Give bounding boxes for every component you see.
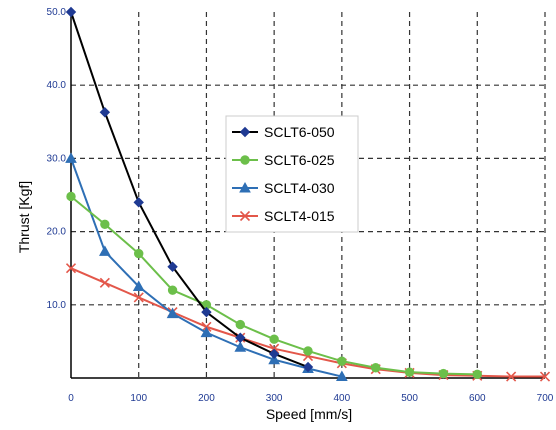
y-tick-label: 50.0 [47, 7, 67, 18]
x-axis-title: Speed [mm/s] [266, 406, 352, 422]
x-tick-label: 200 [198, 393, 215, 404]
data-point [240, 155, 250, 165]
legend-label: SCLT6-050 [264, 124, 335, 140]
series-line [70, 267, 545, 378]
y-tick-label: 10.0 [47, 300, 67, 311]
x-tick-label: 600 [469, 393, 486, 404]
data-point [66, 191, 76, 202]
data-point [134, 248, 144, 259]
data-point [166, 307, 179, 319]
data-point [133, 197, 144, 208]
data-point [201, 306, 212, 318]
data-point [133, 292, 144, 303]
y-tick-label: 20.0 [47, 227, 67, 238]
data-point [65, 263, 77, 274]
data-point-stroke [133, 292, 144, 303]
data-point [235, 332, 246, 343]
series-sclt6-025 [66, 191, 482, 380]
x-tick-label: 300 [266, 393, 283, 404]
data-point [472, 369, 482, 380]
data-point [506, 371, 517, 382]
data-point [302, 361, 314, 373]
legend-item: SCLT6-025 [232, 152, 335, 168]
data-point [268, 353, 280, 365]
legend-label: SCLT4-030 [264, 180, 335, 196]
x-tick-label: 500 [401, 393, 418, 404]
data-point [239, 181, 251, 193]
data-point [438, 368, 449, 379]
data-point [539, 371, 551, 382]
series-sclt4-030 [65, 152, 348, 382]
series-line [70, 11, 309, 368]
legend: SCLT6-050 SCLT6-025 SCLT4-030 SCLT4-015 [225, 115, 359, 233]
series-sclt6-050 [65, 6, 314, 373]
x-tick-label: 400 [334, 393, 351, 404]
y-tick-label: 30.0 [47, 153, 67, 164]
data-point-stroke [539, 371, 551, 382]
data-point [99, 245, 111, 256]
data-point [303, 346, 313, 356]
data-point-stroke [239, 210, 251, 222]
legend-item: SCLT4-030 [232, 180, 335, 196]
data-point-stroke [65, 263, 77, 274]
series-layer [65, 6, 551, 382]
data-point [337, 356, 347, 366]
legend-item: SCLT6-050 [232, 124, 335, 140]
y-axis-title: Thrust [Kgf] [16, 181, 32, 253]
data-point [239, 210, 251, 222]
y-tick-label: 40.0 [47, 80, 67, 91]
data-point [268, 348, 280, 360]
data-point [235, 319, 245, 330]
data-point [404, 367, 415, 377]
legend-item: SCLT4-015 [232, 208, 335, 224]
data-point [167, 285, 178, 295]
data-point [167, 261, 178, 272]
data-point [200, 326, 213, 338]
legend-label: SCLT4-015 [264, 208, 335, 224]
data-point [100, 219, 110, 229]
data-point [99, 277, 110, 288]
data-point [269, 334, 279, 344]
x-tick-label: 700 [537, 393, 554, 404]
data-point-stroke [99, 277, 110, 288]
data-point [371, 363, 381, 373]
data-point [234, 341, 247, 352]
data-point [99, 107, 111, 118]
data-point [336, 370, 348, 382]
x-tick-label: 100 [130, 393, 147, 404]
tick-labels: 0 100 200 300 400 500 600 700 10.0 20.0 30.0 40.0 50… [47, 7, 554, 404]
legend-label: SCLT6-025 [264, 152, 335, 168]
data-point [132, 280, 145, 291]
data-point-stroke [506, 371, 517, 382]
data-point [65, 6, 77, 18]
data-point [239, 126, 251, 138]
data-point [65, 152, 77, 163]
x-tick-label: 0 [68, 393, 74, 404]
